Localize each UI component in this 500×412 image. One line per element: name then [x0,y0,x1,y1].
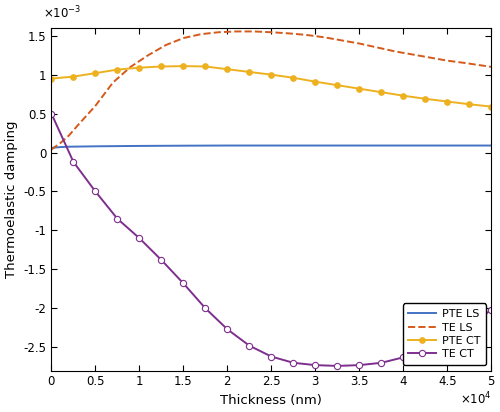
TE CT [290,360,296,365]
TE LS [251,29,257,34]
TE CT [422,346,428,351]
PTE LS [268,143,274,148]
Legend: PTE LS, TE LS, PTE CT, TE CT: PTE LS, TE LS, PTE CT, TE CT [403,304,486,365]
TE CT [48,111,54,116]
Line: PTE LS: PTE LS [52,145,492,148]
PTE LS [48,145,54,150]
TE CT [378,360,384,365]
PTE CT [114,67,120,72]
TE LS [392,49,398,54]
TE LS [462,61,468,66]
TE LS [338,38,344,43]
PTE CT [444,99,450,104]
PTE CT [70,74,76,79]
PTE LS [312,143,318,148]
PTE CT [356,86,362,91]
Line: TE LS: TE LS [52,31,492,150]
PTE CT [202,64,208,69]
PTE CT [48,76,54,81]
PTE LS [136,143,142,148]
TE CT [312,363,318,368]
PTE CT [136,65,142,70]
PTE CT [246,70,252,75]
PTE LS [66,144,72,149]
PTE CT [378,90,384,95]
PTE CT [268,72,274,77]
TE CT [92,189,98,194]
PTE CT [400,93,406,98]
TE CT [114,216,120,221]
PTE CT [92,70,98,75]
TE LS [216,30,222,35]
TE LS [374,45,380,50]
TE CT [268,354,274,359]
TE LS [409,52,415,57]
PTE LS [444,143,450,148]
TE LS [75,123,81,128]
TE LS [163,42,169,47]
TE LS [488,64,494,69]
TE CT [136,236,142,241]
TE CT [202,306,208,311]
Text: $\times10^{-3}$: $\times10^{-3}$ [42,5,81,21]
TE LS [128,64,134,69]
PTE CT [334,83,340,88]
PTE LS [92,144,98,149]
TE CT [180,281,186,286]
TE CT [70,159,76,164]
TE CT [224,327,230,332]
TE LS [57,141,63,146]
TE LS [233,29,239,34]
TE CT [356,363,362,368]
PTE CT [180,63,186,68]
Y-axis label: Thermoelastic damping: Thermoelastic damping [5,121,18,278]
PTE LS [400,143,406,148]
TE CT [466,323,472,328]
PTE CT [466,102,472,107]
PTE CT [224,67,230,72]
PTE CT [488,104,494,109]
TE LS [145,53,151,58]
TE CT [400,355,406,360]
TE LS [426,55,432,60]
TE LS [92,103,98,108]
TE CT [488,307,494,312]
PTE LS [180,143,186,148]
TE LS [304,33,310,37]
TE CT [444,335,450,340]
TE LS [198,32,204,37]
PTE LS [356,143,362,148]
X-axis label: Thickness (nm): Thickness (nm) [220,394,322,407]
TE LS [321,35,327,40]
Line: PTE CT: PTE CT [48,63,494,109]
TE CT [334,363,340,368]
PTE LS [57,145,63,150]
PTE CT [290,75,296,80]
PTE LS [224,143,230,148]
TE LS [48,147,54,152]
PTE LS [488,143,494,148]
TE LS [356,41,362,46]
TE LS [180,35,186,40]
PTE CT [422,96,428,101]
TE LS [110,80,116,85]
Line: TE CT: TE CT [48,110,494,369]
TE LS [268,30,274,35]
TE LS [66,133,72,138]
Text: $\times10^{4}$: $\times10^{4}$ [460,391,492,408]
PTE CT [312,79,318,84]
TE CT [246,343,252,348]
TE LS [286,31,292,36]
TE CT [158,258,164,262]
TE LS [444,58,450,63]
PTE CT [158,64,164,69]
